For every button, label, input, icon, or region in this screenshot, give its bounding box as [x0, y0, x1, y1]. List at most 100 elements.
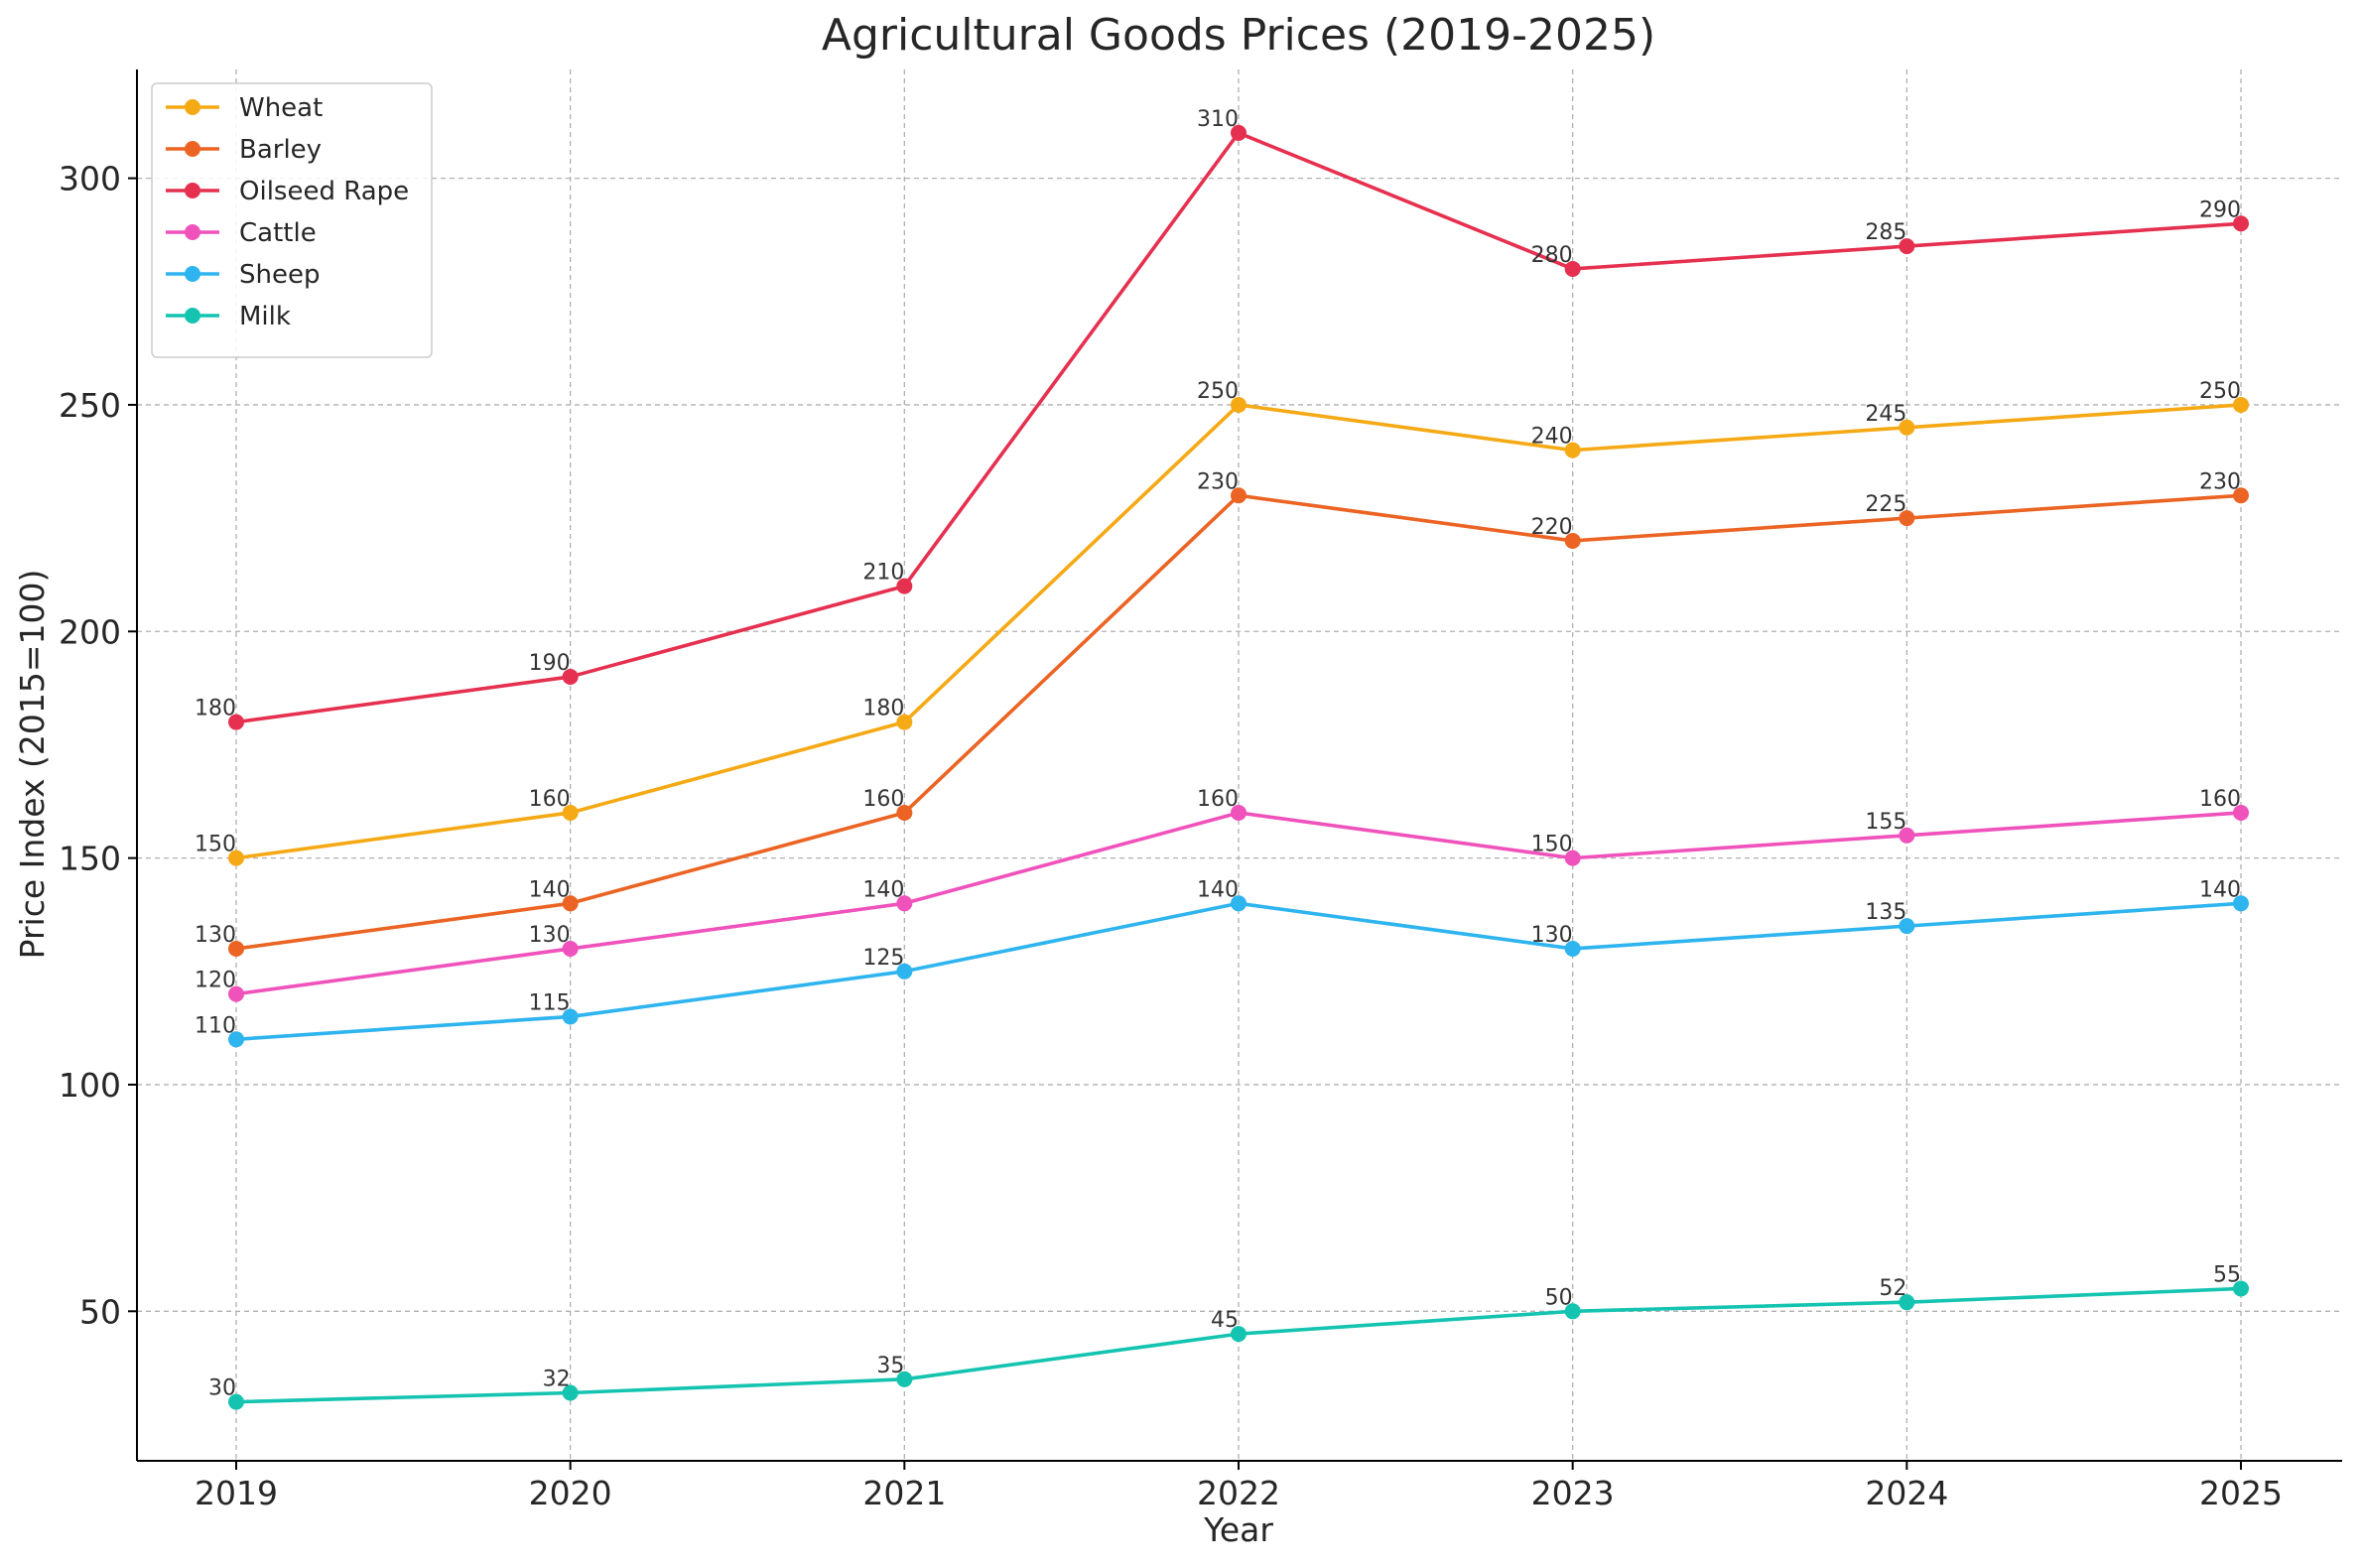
data-label-sheep: 110 — [195, 1013, 236, 1038]
x-tick-label: 2022 — [1197, 1474, 1280, 1512]
data-point-wheat — [1899, 419, 1915, 436]
data-point-wheat — [562, 804, 579, 821]
data-label-barley: 160 — [862, 787, 904, 812]
legend-marker-sheep — [185, 266, 200, 282]
data-label-oilseed-rape: 280 — [1531, 243, 1573, 268]
data-point-cattle — [2233, 804, 2249, 821]
legend-label-wheat: Wheat — [239, 93, 323, 123]
data-point-wheat — [228, 849, 244, 866]
data-label-wheat: 160 — [529, 787, 571, 812]
data-label-barley: 130 — [195, 923, 236, 948]
data-point-milk — [228, 1393, 244, 1410]
legend-box — [151, 82, 433, 358]
data-label-wheat: 250 — [2199, 379, 2241, 404]
data-label-milk: 45 — [1211, 1308, 1239, 1333]
data-point-oilseed-rape — [228, 714, 244, 730]
data-label-milk: 55 — [2213, 1262, 2241, 1287]
data-point-barley — [896, 804, 913, 821]
data-label-cattle: 130 — [529, 923, 571, 948]
y-tick-label: 200 — [59, 612, 121, 651]
data-point-cattle — [1899, 827, 1915, 844]
data-point-oilseed-rape — [2233, 215, 2249, 232]
data-label-oilseed-rape: 310 — [1197, 107, 1239, 132]
data-point-sheep — [228, 1031, 244, 1048]
y-tick-label: 150 — [59, 840, 121, 878]
series-group — [228, 124, 2249, 1410]
y-tick-label: 250 — [59, 386, 121, 425]
data-label-barley: 230 — [2199, 469, 2241, 494]
legend-marker-oilseed-rape — [185, 183, 200, 198]
data-label-sheep: 115 — [529, 990, 571, 1015]
y-tick-label: 100 — [59, 1066, 121, 1105]
data-label-cattle: 140 — [862, 877, 904, 902]
y-tick-label: 50 — [79, 1292, 121, 1331]
data-label-milk: 30 — [208, 1376, 236, 1401]
data-label-barley: 220 — [1531, 515, 1573, 540]
data-point-wheat — [1564, 442, 1581, 458]
data-point-milk — [562, 1384, 579, 1401]
data-point-milk — [1899, 1294, 1915, 1311]
data-point-oilseed-rape — [896, 578, 913, 594]
data-label-milk: 35 — [876, 1354, 904, 1378]
data-point-sheep — [2233, 895, 2249, 912]
legend: Wheat Barley Oilseed Rape Cattle Sheep Milk — [151, 82, 433, 358]
data-label-milk: 52 — [1879, 1276, 1906, 1301]
data-label-wheat: 180 — [862, 697, 904, 721]
legend-label-cattle: Cattle — [239, 218, 317, 248]
data-point-barley — [1231, 487, 1247, 504]
data-point-barley — [1564, 532, 1581, 549]
x-tick-label: 2019 — [195, 1474, 278, 1512]
data-point-milk — [1231, 1326, 1247, 1343]
data-point-milk — [896, 1371, 913, 1387]
y-tick-label: 300 — [59, 160, 121, 198]
data-label-sheep: 130 — [1531, 923, 1573, 948]
data-point-barley — [228, 940, 244, 957]
data-label-cattle: 155 — [1865, 810, 1906, 835]
data-point-barley — [2233, 487, 2249, 504]
x-tick-label: 2023 — [1531, 1474, 1615, 1512]
data-label-oilseed-rape: 285 — [1865, 220, 1906, 245]
x-tick-label: 2024 — [1865, 1474, 1948, 1512]
data-label-oilseed-rape: 180 — [195, 697, 236, 721]
data-label-barley: 230 — [1197, 469, 1239, 494]
data-label-sheep: 140 — [2199, 877, 2241, 902]
legend-label-barley: Barley — [239, 135, 322, 165]
data-label-sheep: 125 — [862, 946, 904, 971]
data-point-wheat — [896, 714, 913, 730]
data-point-sheep — [562, 1008, 579, 1025]
data-label-sheep: 135 — [1865, 900, 1906, 925]
legend-label-milk: Milk — [239, 302, 291, 331]
data-label-milk: 32 — [543, 1367, 571, 1391]
data-point-milk — [2233, 1280, 2249, 1297]
data-point-wheat — [1231, 396, 1247, 413]
data-point-wheat — [2233, 396, 2249, 413]
data-label-oilseed-rape: 190 — [529, 651, 571, 676]
data-point-sheep — [1564, 940, 1581, 957]
data-labels: 150 160 180 250 240 245 250 130 140 160 230 220 225 2… — [195, 107, 2241, 1401]
grid — [137, 69, 2342, 1461]
x-tick-label: 2025 — [2199, 1474, 2283, 1512]
data-point-oilseed-rape — [1231, 124, 1247, 141]
data-point-cattle — [1564, 849, 1581, 866]
data-point-sheep — [1231, 895, 1247, 912]
data-label-cattle: 160 — [2199, 787, 2241, 812]
data-point-sheep — [1899, 918, 1915, 935]
data-point-barley — [1899, 510, 1915, 527]
data-label-oilseed-rape: 210 — [862, 561, 904, 586]
data-point-milk — [1564, 1303, 1581, 1320]
data-label-cattle: 160 — [1197, 787, 1239, 812]
data-point-oilseed-rape — [562, 668, 579, 685]
data-point-cattle — [228, 985, 244, 1002]
data-label-wheat: 245 — [1865, 402, 1906, 427]
data-label-wheat: 250 — [1197, 379, 1239, 404]
y-axis-title: Price Index (2015=100) — [13, 570, 52, 960]
data-label-wheat: 150 — [195, 833, 236, 857]
data-point-oilseed-rape — [1564, 260, 1581, 277]
data-label-milk: 50 — [1545, 1285, 1573, 1310]
legend-label-oilseed-rape: Oilseed Rape — [239, 177, 409, 206]
data-label-barley: 140 — [529, 877, 571, 902]
data-label-oilseed-rape: 290 — [2199, 197, 2241, 222]
data-point-cattle — [896, 895, 913, 912]
